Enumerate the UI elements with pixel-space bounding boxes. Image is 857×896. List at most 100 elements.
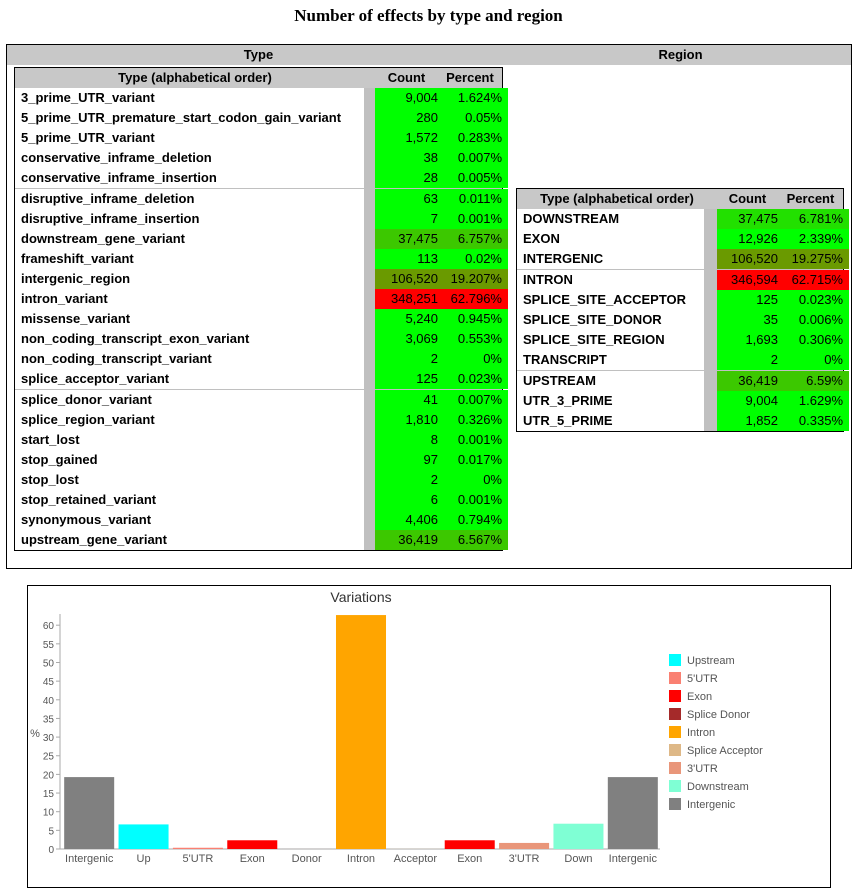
row-name: disruptive_inframe_insertion xyxy=(15,208,364,229)
row-percent: 1.629% xyxy=(778,390,849,411)
row-count: 28 xyxy=(375,168,444,189)
row-name: splice_donor_variant xyxy=(15,389,364,410)
y-tick-label: 10 xyxy=(43,808,55,819)
row-percent: 19.207% xyxy=(438,268,508,289)
legend-label: Intron xyxy=(687,727,715,739)
row-percent: 0.02% xyxy=(438,248,508,269)
row-count: 2 xyxy=(375,349,444,370)
x-tick-label: Exon xyxy=(457,853,482,865)
bar xyxy=(64,777,115,849)
y-tick-label: 25 xyxy=(43,752,55,763)
row-percent: 0.335% xyxy=(778,411,849,431)
x-tick-label: Intron xyxy=(347,853,375,865)
row-count: 348,251 xyxy=(375,289,444,309)
row-name: 5_prime_UTR_variant xyxy=(15,128,364,149)
row-percent: 0.005% xyxy=(438,168,508,189)
row-count: 1,693 xyxy=(717,330,784,351)
row-count: 5,240 xyxy=(375,309,444,330)
row-percent: 6.59% xyxy=(778,370,849,391)
row-count: 37,475 xyxy=(375,228,444,249)
x-tick-label: Up xyxy=(137,853,151,865)
row-name: intergenic_region xyxy=(15,268,364,289)
column-header: Type (alphabetical order) xyxy=(15,68,375,88)
type-section-header: Type xyxy=(7,45,510,65)
row-count: 6 xyxy=(375,490,444,510)
bar xyxy=(335,615,387,849)
row-count: 8 xyxy=(375,429,444,450)
row-percent: 62.715% xyxy=(778,269,849,290)
x-tick-label: 3'UTR xyxy=(509,853,540,865)
row-name: TRANSCRIPT xyxy=(517,350,704,371)
bar xyxy=(118,824,169,849)
row-name: synonymous_variant xyxy=(15,510,364,531)
y-tick-label: 40 xyxy=(43,696,55,707)
column-header: Type (alphabetical order) xyxy=(517,189,717,209)
row-name: UTR_3_PRIME xyxy=(517,390,704,411)
legend-label: Splice Donor xyxy=(687,709,750,721)
column-header: Percent xyxy=(438,68,502,88)
row-percent: 0.006% xyxy=(778,310,849,330)
bar xyxy=(172,847,223,849)
x-tick-label: Down xyxy=(564,853,592,865)
legend-swatch xyxy=(669,654,681,666)
x-tick-label: 5'UTR xyxy=(182,853,213,865)
row-count: 280 xyxy=(375,108,444,129)
bar xyxy=(553,823,604,849)
row-name: non_coding_transcript_exon_variant xyxy=(15,329,364,350)
row-percent: 6.781% xyxy=(778,209,849,229)
legend-swatch xyxy=(669,780,681,792)
row-name: stop_retained_variant xyxy=(15,490,364,510)
row-percent: 0.945% xyxy=(438,309,508,330)
row-count: 125 xyxy=(717,289,784,310)
row-percent: 62.796% xyxy=(438,289,508,309)
row-count: 4,406 xyxy=(375,510,444,531)
row-percent: 0.023% xyxy=(778,289,849,310)
y-tick-label: 20 xyxy=(43,770,55,781)
bar xyxy=(444,840,495,849)
legend-label: 3'UTR xyxy=(687,763,718,775)
x-tick-label: Acceptor xyxy=(394,853,438,865)
legend-label: Downstream xyxy=(687,781,749,793)
row-name: start_lost xyxy=(15,429,364,450)
row-name: intron_variant xyxy=(15,289,364,309)
row-count: 41 xyxy=(375,389,444,410)
type-table: Type (alphabetical order) Count Percent 3_p… xyxy=(14,67,508,551)
row-percent: 6.567% xyxy=(438,530,508,551)
row-name: stop_gained xyxy=(15,449,364,470)
row-count: 36,419 xyxy=(717,370,784,391)
row-name: stop_lost xyxy=(15,469,364,490)
row-name: non_coding_transcript_variant xyxy=(15,349,364,370)
row-count: 9,004 xyxy=(375,88,444,108)
chart-title: Variations xyxy=(330,589,391,605)
y-tick-label: 45 xyxy=(43,677,55,688)
y-tick-label: 5 xyxy=(48,826,54,837)
row-percent: 0.001% xyxy=(438,490,508,510)
row-percent: 0.007% xyxy=(438,389,508,410)
legend-label: Splice Acceptor xyxy=(687,745,763,757)
legend-label: Exon xyxy=(687,691,712,703)
bar xyxy=(607,777,658,849)
row-name: missense_variant xyxy=(15,309,364,330)
legend-swatch xyxy=(669,690,681,702)
y-tick-label: 0 xyxy=(48,845,54,856)
tables-frame xyxy=(6,44,852,569)
row-percent: 0.05% xyxy=(438,108,508,129)
y-tick-label: 15 xyxy=(43,789,55,800)
legend-swatch xyxy=(669,708,681,720)
x-tick-label: Intergenic xyxy=(65,853,114,865)
row-percent: 2.339% xyxy=(778,229,849,250)
x-tick-label: Exon xyxy=(240,853,265,865)
row-percent: 0.001% xyxy=(438,429,508,450)
row-count: 1,852 xyxy=(717,411,784,431)
y-tick-label: 55 xyxy=(43,640,55,651)
row-count: 37,475 xyxy=(717,209,784,229)
row-count: 106,520 xyxy=(375,268,444,289)
row-count: 113 xyxy=(375,248,444,269)
row-percent: 0.017% xyxy=(438,449,508,470)
legend-label: 5'UTR xyxy=(687,673,718,685)
legend-swatch xyxy=(669,762,681,774)
row-count: 35 xyxy=(717,310,784,330)
row-name: SPLICE_SITE_REGION xyxy=(517,330,704,351)
